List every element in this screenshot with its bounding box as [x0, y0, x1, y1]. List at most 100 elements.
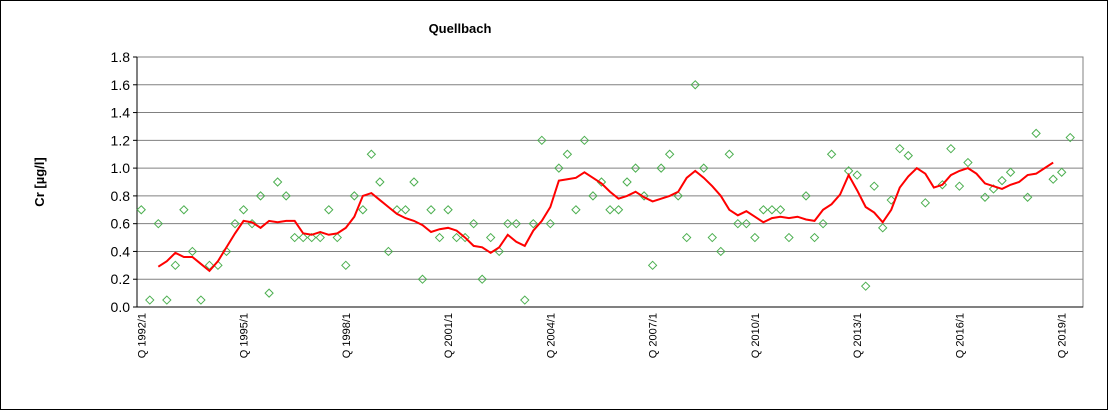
data-point [767, 205, 777, 215]
data-point [281, 191, 291, 201]
data-point [485, 232, 496, 243]
data-point [1048, 174, 1058, 184]
x-tick-label: Q 1992/1 [136, 313, 148, 358]
data-point [417, 274, 428, 284]
data-point [477, 274, 487, 284]
data-point [869, 181, 879, 191]
data-point [162, 295, 172, 305]
data-point [895, 143, 905, 154]
data-point [818, 218, 828, 229]
data-point [775, 205, 786, 215]
data-point [528, 218, 539, 229]
data-point [980, 192, 990, 202]
y-tick-label: 1.6 [111, 77, 131, 93]
data-point [187, 246, 198, 257]
data-point [860, 281, 871, 291]
x-tick-label: Q 1998/1 [341, 313, 353, 358]
data-point [1005, 167, 1016, 177]
data-point [383, 246, 394, 257]
data-point [366, 149, 377, 159]
data-point [733, 218, 743, 229]
data-point [801, 191, 811, 201]
x-tick-label: Q 2013/1 [852, 313, 864, 358]
data-point [341, 260, 351, 271]
data-point [468, 218, 479, 229]
data-point [230, 218, 240, 229]
data-point [255, 191, 266, 201]
data-point [272, 177, 283, 187]
data-point [400, 205, 411, 215]
data-point [443, 205, 453, 215]
data-point [136, 205, 146, 215]
data-point [264, 288, 274, 298]
data-point [946, 143, 956, 154]
data-point [724, 149, 735, 159]
x-tick-label: Q 2007/1 [648, 313, 660, 358]
data-point [937, 180, 948, 190]
data-point [656, 163, 666, 173]
data-point [1065, 132, 1075, 143]
plot-area [136, 56, 1084, 308]
x-tick-label: Q 2001/1 [443, 313, 455, 358]
data-point [409, 177, 419, 187]
x-tick-label: Q 2016/1 [954, 313, 966, 358]
y-tick-label: 0.8 [111, 188, 131, 204]
y-tick-label: 0.2 [111, 271, 131, 287]
data-point [1056, 167, 1067, 177]
data-point [886, 195, 896, 205]
data-point [145, 295, 155, 305]
data-point [681, 232, 692, 243]
x-tick-label: Q 2004/1 [545, 313, 557, 358]
data-point [170, 260, 181, 271]
data-point [571, 205, 581, 215]
data-point [699, 163, 709, 173]
data-point [588, 191, 598, 201]
data-point [954, 181, 965, 191]
y-tick-label: 0.0 [111, 299, 131, 315]
data-point [315, 232, 325, 243]
data-point [511, 218, 521, 229]
data-point [613, 205, 624, 215]
data-point [809, 232, 820, 243]
data-point [434, 232, 445, 243]
data-point [690, 80, 700, 90]
data-point [153, 218, 164, 229]
data-point [349, 191, 360, 201]
y-tick-label: 1.0 [111, 160, 131, 176]
y-tick-label: 0.4 [111, 243, 131, 259]
data-point [673, 191, 683, 201]
data-point [332, 232, 342, 243]
data-point [537, 135, 547, 146]
data-point [204, 260, 215, 271]
x-tick-label: Q 2010/1 [750, 313, 762, 358]
y-tick-label: 1.2 [111, 132, 131, 148]
data-point [826, 149, 837, 159]
y-tick-label: 1.4 [111, 105, 131, 121]
data-point [238, 205, 249, 215]
data-point [358, 205, 368, 215]
y-tick-label: 0.6 [111, 216, 131, 232]
data-point [1031, 128, 1041, 139]
data-point [963, 157, 973, 168]
data-point [630, 163, 641, 173]
data-point [707, 232, 717, 243]
data-point [520, 295, 530, 305]
data-point [878, 223, 888, 233]
data-point [375, 177, 385, 187]
data-point [179, 205, 189, 215]
x-tick-label: Q 1995/1 [239, 313, 251, 358]
data-point [716, 246, 726, 257]
data-point [298, 232, 308, 243]
data-point [324, 205, 334, 215]
data-point [307, 232, 317, 243]
trend-line [157, 161, 1054, 273]
data-point [196, 295, 206, 305]
data-point [664, 149, 675, 159]
data-point [920, 198, 931, 208]
data-point [997, 175, 1007, 186]
data-point [750, 232, 760, 243]
data-point [1022, 192, 1033, 202]
x-tick-label: Q 2019/1 [1057, 313, 1069, 358]
chart-title: Quellbach [429, 21, 492, 36]
